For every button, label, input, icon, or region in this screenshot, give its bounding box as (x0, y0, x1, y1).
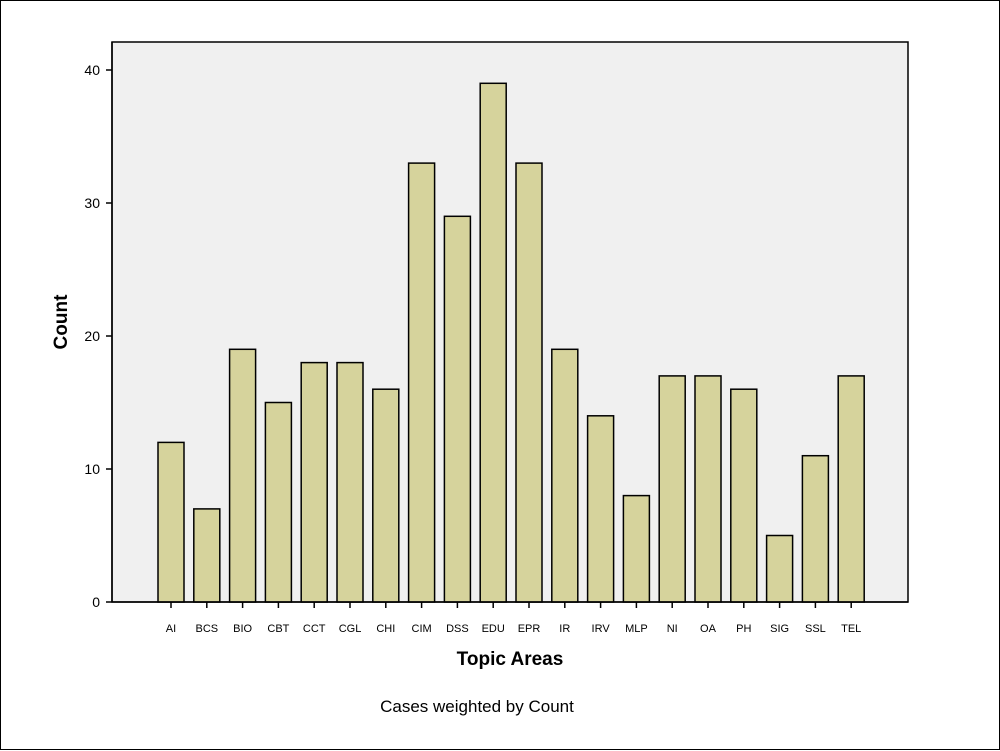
x-tick-label: TEL (841, 623, 861, 635)
x-tick-label: SIG (770, 623, 789, 635)
y-tick-label: 0 (92, 594, 100, 610)
bar-ni (658, 375, 686, 603)
bar-ir (551, 348, 579, 603)
x-axis-title: Topic Areas (457, 649, 564, 670)
bar-sig (765, 534, 794, 603)
bar-mlp (622, 494, 651, 603)
x-tick-label: BIO (233, 623, 252, 635)
y-tick-label: 40 (84, 62, 100, 78)
bars-group (157, 82, 865, 603)
x-tick-label: CBT (267, 623, 289, 635)
x-tick-label: DSS (446, 623, 469, 635)
x-tick-label: OA (700, 623, 717, 635)
x-tick-label: CGL (339, 623, 362, 635)
y-axis-title: Count (51, 294, 72, 350)
x-tick-label: EPR (518, 623, 541, 635)
y-axis: 0 10 20 30 40 (84, 42, 113, 610)
x-tick-label: MLP (625, 623, 648, 635)
bar-cbt (264, 401, 293, 603)
x-tick-label: NI (667, 623, 678, 635)
bar-ph (730, 388, 758, 603)
y-tick-label: 10 (84, 461, 100, 477)
bar-chi (372, 388, 400, 603)
x-tick-label: BCS (195, 623, 218, 635)
y-tick-label: 20 (84, 328, 100, 344)
x-tick-label: PH (736, 623, 751, 635)
chart-footnote: Cases weighted by Count (380, 697, 574, 716)
bar-dss (443, 215, 472, 603)
x-tick-label: CHI (376, 623, 395, 635)
bar-epr (515, 162, 543, 603)
bar-bcs (193, 508, 221, 603)
x-tick-label: AI (166, 623, 176, 635)
bar-bio (228, 348, 257, 603)
x-tick-label: EDU (482, 623, 505, 635)
x-tick-label: IRV (592, 623, 611, 635)
x-tick-label: CCT (303, 623, 326, 635)
x-tick-label: IR (559, 623, 570, 635)
bar-cim (407, 162, 436, 603)
bar-cct (300, 361, 328, 603)
x-tick-label: SSL (805, 623, 826, 635)
bar-cgl (336, 361, 364, 603)
bar-oa (694, 375, 722, 603)
x-tick-label: CIM (412, 623, 432, 635)
bar-irv (586, 415, 615, 603)
y-tick-label: 30 (84, 195, 100, 211)
bar-ai (157, 441, 185, 603)
x-axis: AI BCS BIO CBT CCT CGL CHI CIM DSS EDU EPR IR IRV MLP… (112, 601, 908, 635)
bar-ssl (801, 454, 830, 603)
bar-tel (837, 375, 865, 603)
bar-edu (479, 82, 507, 603)
